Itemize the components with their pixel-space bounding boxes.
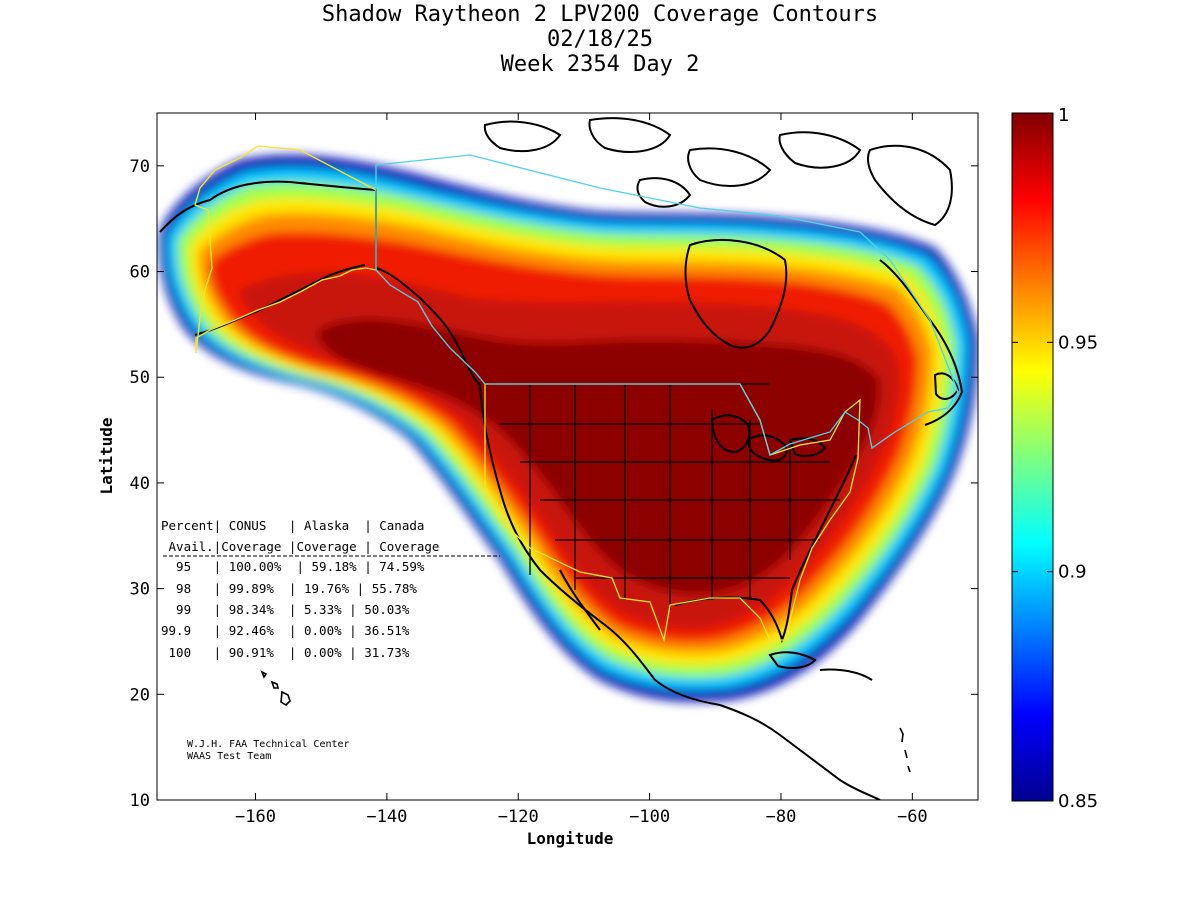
y-tick-label: 40	[130, 474, 150, 494]
coverage-table: Percent| CONUS | Alaska | Canada Avail.|…	[161, 518, 500, 660]
y-axis-ticks: 10 20 30 40 50 60 70	[130, 157, 978, 811]
colorbar-tick-label: 0.9	[1058, 562, 1087, 583]
region-outlines	[194, 145, 959, 643]
x-tick-label: −160	[235, 807, 276, 827]
chart-week-day: Week 2354 Day 2	[500, 52, 700, 77]
y-tick-label: 50	[130, 368, 150, 388]
table-row: 99.9 | 92.46% | 0.00% | 36.51%	[161, 623, 410, 638]
conus-region-outline	[484, 383, 861, 643]
colorbar-tick-label: 1	[1058, 105, 1069, 126]
x-tick-label: −140	[366, 807, 407, 827]
coverage-contours	[159, 155, 978, 773]
x-axis-ticks: −160 −140 −120 −100 −80 −60	[235, 113, 928, 827]
plot-frame	[156, 112, 979, 801]
y-tick-label: 10	[130, 791, 150, 811]
x-tick-label: −60	[897, 807, 928, 827]
table-row: 99 | 98.34% | 5.33% | 50.03%	[161, 602, 410, 617]
y-tick-label: 60	[130, 263, 150, 283]
table-header-1: Percent| CONUS | Alaska | Canada	[161, 518, 424, 533]
colorbar	[1011, 112, 1054, 802]
y-tick-label: 20	[130, 685, 150, 705]
x-tick-label: −100	[629, 807, 670, 827]
x-axis-label: Longitude	[527, 829, 614, 848]
colorbar-tick-label: 0.85	[1058, 791, 1098, 812]
x-tick-label: −120	[498, 807, 539, 827]
coastlines	[159, 117, 964, 800]
y-tick-label: 30	[130, 580, 150, 600]
table-header-2: Avail.|Coverage |Coverage | Coverage	[161, 539, 439, 554]
y-axis-label: Latitude	[97, 417, 116, 494]
contour-band-100	[317, 318, 880, 595]
y-tick-label: 70	[130, 157, 150, 177]
table-row: 95 | 100.00% | 59.18% | 74.59%	[161, 559, 425, 574]
table-row: 100 | 90.91% | 0.00% | 31.73%	[161, 645, 410, 660]
island-outlines	[260, 670, 911, 773]
table-row: 98 | 99.89% | 19.76% | 55.78%	[161, 581, 417, 596]
chart-title: Shadow Raytheon 2 LPV200 Coverage Contou…	[321, 2, 879, 27]
x-tick-label: −80	[766, 807, 797, 827]
canada-region-outline	[375, 154, 959, 456]
credit-line-1: W.J.H. FAA Technical Center	[187, 739, 350, 750]
chart-date: 02/18/25	[547, 27, 653, 52]
credit-line-2: WAAS Test Team	[187, 751, 271, 762]
colorbar-tick-label: 0.95	[1058, 332, 1098, 353]
colorbar-ticks: 1 0.95 0.9 0.85	[1012, 105, 1098, 812]
